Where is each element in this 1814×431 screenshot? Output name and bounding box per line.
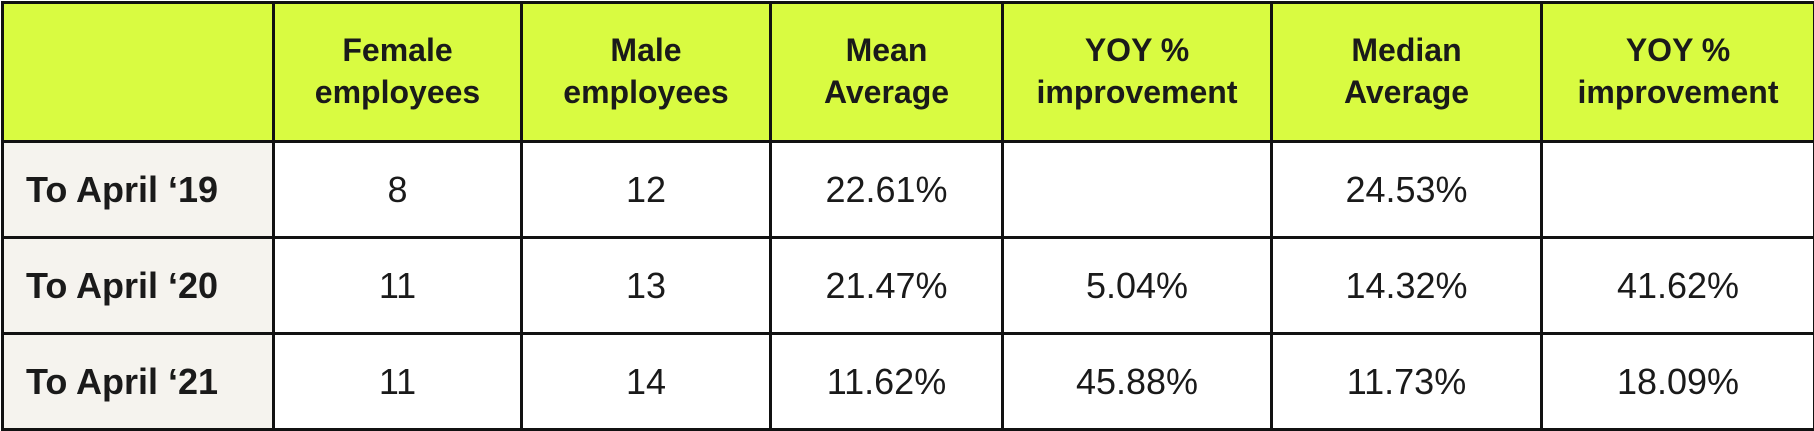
empty-cell <box>1542 142 1814 238</box>
data-cell: 22.61% <box>771 142 1003 238</box>
header-cell: YOY % improvement <box>1003 3 1272 142</box>
data-cell: 14.32% <box>1272 238 1542 334</box>
header-cell: Female employees <box>274 3 522 142</box>
header-cell: Median Average <box>1272 3 1542 142</box>
data-cell: 45.88% <box>1003 334 1272 430</box>
corner-cell <box>3 3 274 142</box>
header-cell: Mean Average <box>771 3 1003 142</box>
data-cell: 41.62% <box>1542 238 1814 334</box>
empty-cell <box>1003 142 1272 238</box>
header-cell: YOY % improvement <box>1542 3 1814 142</box>
data-cell: 8 <box>274 142 522 238</box>
data-cell: 11 <box>274 334 522 430</box>
data-cell: 12 <box>522 142 771 238</box>
data-cell: 24.53% <box>1272 142 1542 238</box>
row-label: To April ‘21 <box>3 334 274 430</box>
data-cell: 14 <box>522 334 771 430</box>
row-label: To April ‘19 <box>3 142 274 238</box>
row-label: To April ‘20 <box>3 238 274 334</box>
data-cell: 21.47% <box>771 238 1003 334</box>
data-cell: 5.04% <box>1003 238 1272 334</box>
data-cell: 11.73% <box>1272 334 1542 430</box>
header-cell: Male employees <box>522 3 771 142</box>
data-cell: 13 <box>522 238 771 334</box>
data-cell: 11 <box>274 238 522 334</box>
data-cell: 11.62% <box>771 334 1003 430</box>
data-cell: 18.09% <box>1542 334 1814 430</box>
